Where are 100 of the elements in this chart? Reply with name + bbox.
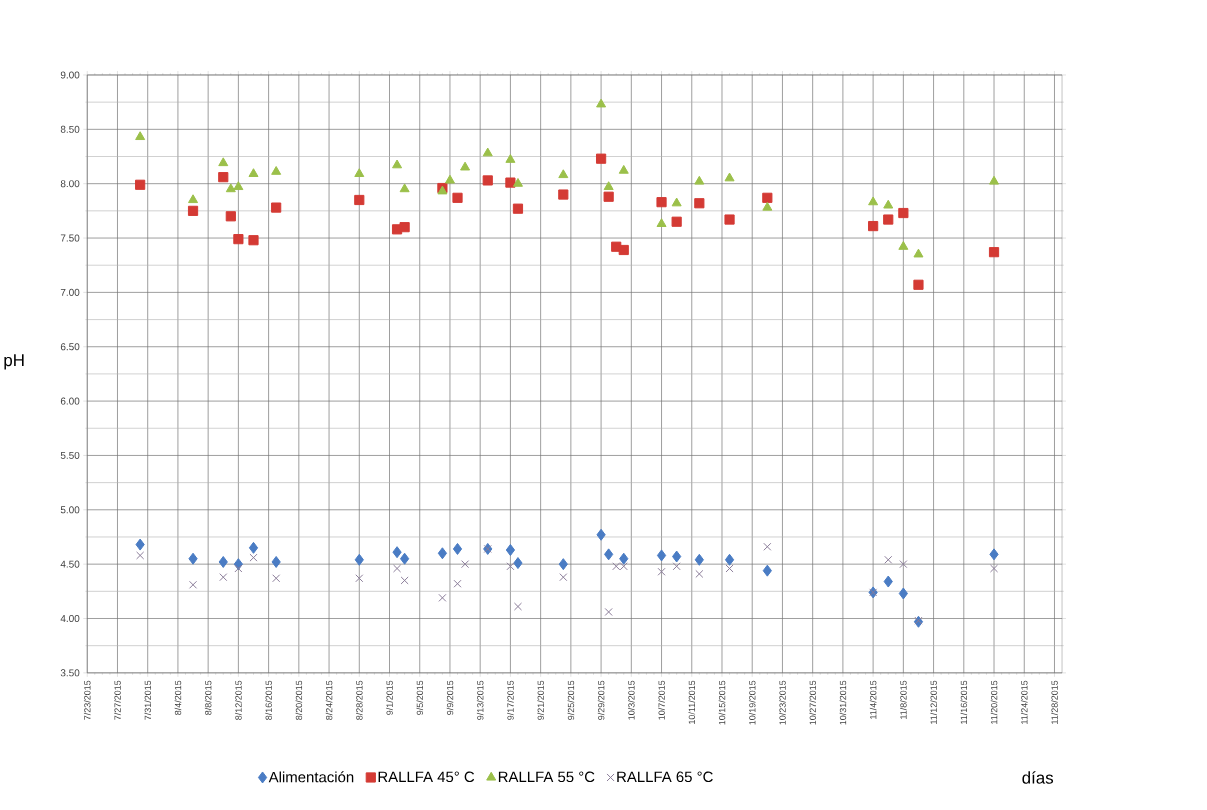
point xyxy=(603,191,614,202)
point xyxy=(513,557,523,570)
x-tick-label: 8/8/2015 xyxy=(204,680,212,715)
point xyxy=(218,157,229,167)
point xyxy=(596,528,606,541)
point xyxy=(724,553,735,566)
point xyxy=(656,549,667,562)
point xyxy=(136,551,145,560)
x-tick-label: 10/23/2015 xyxy=(779,680,786,725)
point xyxy=(187,205,199,217)
point xyxy=(218,172,229,183)
point xyxy=(506,562,515,571)
point xyxy=(763,542,772,551)
point xyxy=(482,147,493,157)
point xyxy=(505,544,516,557)
x-tick-label: 9/9/2015 xyxy=(446,680,454,715)
point xyxy=(354,194,365,206)
point xyxy=(868,221,879,232)
point xyxy=(558,169,569,179)
point xyxy=(724,172,735,182)
point xyxy=(899,560,908,569)
point xyxy=(559,573,568,582)
point xyxy=(218,556,228,569)
x-tick-label: 7/31/2015 xyxy=(144,680,151,720)
point xyxy=(762,564,772,577)
y-tick-label: 8.50 xyxy=(60,125,80,133)
point xyxy=(248,235,259,246)
point xyxy=(672,562,681,571)
x-tick-label: 9/25/2015 xyxy=(567,680,575,720)
point xyxy=(437,547,448,560)
point xyxy=(671,197,682,207)
point xyxy=(989,548,999,561)
point xyxy=(234,564,243,573)
x-tick-label: 10/31/2015 xyxy=(839,680,847,725)
x-tick-label: 10/11/2015 xyxy=(688,680,696,724)
x-tick-label: 8/24/2015 xyxy=(325,680,333,720)
x-tick-label: 10/27/2015 xyxy=(809,680,816,725)
point xyxy=(694,198,705,209)
legend-label: RALLFA 55 °C xyxy=(498,771,595,783)
point xyxy=(596,98,607,108)
point xyxy=(233,181,244,191)
point xyxy=(505,154,516,163)
point xyxy=(355,574,364,583)
x-tick-label: 11/12/2015 xyxy=(930,680,937,724)
point xyxy=(694,175,705,185)
point xyxy=(271,202,282,213)
point xyxy=(452,543,463,556)
point xyxy=(393,564,402,573)
x-tick-label: 9/13/2015 xyxy=(476,680,484,720)
x-tick-label: 11/8/2015 xyxy=(900,680,907,719)
point xyxy=(898,208,909,219)
y-tick-label: 7.50 xyxy=(60,234,80,242)
point xyxy=(694,553,704,566)
point xyxy=(558,558,568,571)
point xyxy=(619,552,629,565)
x-tick-label: 11/16/2015 xyxy=(960,680,968,724)
y-tick-label: 5.50 xyxy=(60,452,80,460)
y-tick-label: 4.50 xyxy=(60,560,80,568)
x-tick-label: 8/28/2015 xyxy=(355,680,363,720)
y-tick-label: 3.50 xyxy=(60,669,80,677)
legend-label: RALLFA 45° C xyxy=(378,771,475,783)
x-tick-label: 8/20/2015 xyxy=(295,680,303,720)
y-tick-label: 6.50 xyxy=(60,343,80,351)
point xyxy=(188,552,198,565)
x-tick-label: 9/5/2015 xyxy=(416,680,424,715)
point xyxy=(762,201,773,211)
point xyxy=(225,183,236,193)
legend-label: RALLFA 65 °C xyxy=(617,771,713,783)
x-tick-label: 9/1/2015 xyxy=(386,680,393,715)
y-tick-label: 7.00 xyxy=(60,288,80,296)
point xyxy=(618,165,629,174)
point xyxy=(656,218,667,228)
point xyxy=(505,177,516,188)
x-tick-label: 8/16/2015 xyxy=(265,680,272,720)
point xyxy=(354,553,364,566)
point xyxy=(399,183,410,193)
point xyxy=(461,560,470,569)
point xyxy=(883,575,893,588)
point xyxy=(452,192,463,204)
point xyxy=(460,161,471,171)
point xyxy=(354,168,365,178)
point xyxy=(189,580,198,589)
point xyxy=(989,564,999,573)
point xyxy=(512,178,523,187)
point xyxy=(762,192,773,204)
point xyxy=(988,247,1000,258)
x-tick-label: 8/12/2015 xyxy=(235,680,242,720)
point xyxy=(913,248,924,258)
point xyxy=(400,576,409,585)
x-tick-label: 7/27/2015 xyxy=(114,680,121,720)
point xyxy=(271,166,282,175)
point xyxy=(898,587,908,600)
x-tick-label: 10/3/2015 xyxy=(628,680,635,720)
point xyxy=(400,552,410,565)
point xyxy=(392,159,403,169)
point xyxy=(695,569,704,579)
point xyxy=(618,244,629,256)
y-tick-label: 8.00 xyxy=(60,180,80,188)
point xyxy=(513,602,522,611)
point xyxy=(883,199,894,209)
